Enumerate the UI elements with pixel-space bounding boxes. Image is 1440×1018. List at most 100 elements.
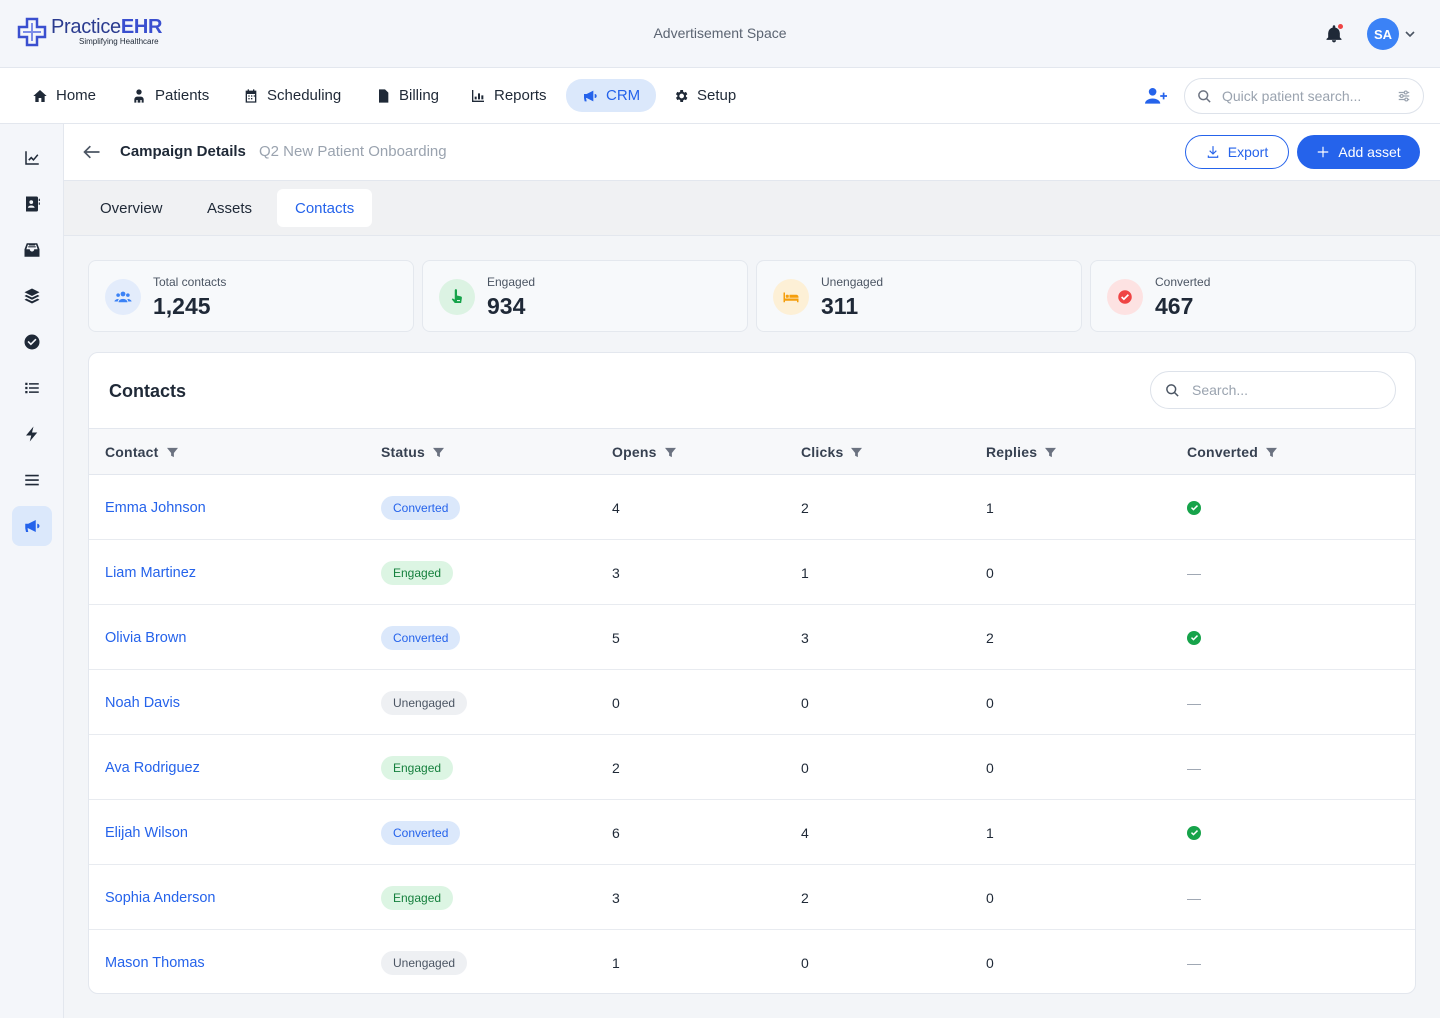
column-header-opens[interactable]: Opens — [612, 444, 676, 460]
replies-value: 2 — [986, 629, 994, 646]
bed-icon — [783, 292, 799, 303]
sidebar-item-tasks[interactable] — [12, 322, 52, 362]
table-row[interactable]: Emma Johnson Converted 4 2 1 — [89, 475, 1415, 540]
contact-name-link[interactable]: Sophia Anderson — [105, 889, 216, 906]
column-header-status[interactable]: Status — [381, 444, 444, 460]
converted-cell: — — [1187, 670, 1201, 735]
sidebar-item-inbox[interactable] — [12, 230, 52, 270]
nav-patients[interactable]: Patients — [115, 79, 225, 112]
converted-cell: — — [1187, 865, 1201, 930]
status-cell: Converted — [381, 475, 461, 540]
table-row[interactable]: Mason Thomas Unengaged 1 0 0 — — [89, 930, 1415, 993]
bolt-icon — [26, 426, 38, 442]
table-row[interactable]: Noah Davis Unengaged 0 0 0 — — [89, 670, 1415, 735]
converted-cell — [1187, 605, 1201, 670]
export-button[interactable]: Export — [1185, 135, 1289, 169]
table-row[interactable]: Elijah Wilson Converted 6 4 1 — [89, 800, 1415, 865]
nav-crm[interactable]: CRM — [566, 79, 657, 112]
nav-home[interactable]: Home — [16, 79, 112, 112]
pointer-hand-icon — [451, 289, 462, 303]
quick-patient-search[interactable]: Quick patient search... — [1184, 78, 1424, 114]
not-converted-dash: — — [1187, 564, 1201, 581]
sidebar-item-menu[interactable] — [12, 460, 52, 500]
converted-check-icon — [1187, 630, 1201, 645]
stat-card-unengaged: Unengaged 311 — [756, 260, 1082, 332]
calendar-icon — [245, 88, 257, 103]
add-asset-label: Add asset — [1338, 144, 1401, 160]
contact-name-link[interactable]: Ava Rodriguez — [105, 759, 200, 776]
status-cell: Unengaged — [381, 670, 468, 735]
filter-icon[interactable] — [1266, 447, 1278, 458]
stat-card-engaged: Engaged 934 — [422, 260, 748, 332]
filter-icon[interactable] — [664, 447, 676, 458]
gear-icon — [675, 89, 688, 102]
check-circle-icon — [24, 334, 40, 350]
sidebar-item-lists[interactable] — [12, 368, 52, 408]
filter-icon[interactable] — [1045, 447, 1057, 458]
replies-value: 1 — [986, 499, 994, 516]
stat-icon-badge — [1107, 279, 1143, 315]
column-label: Status — [381, 444, 425, 460]
megaphone-icon — [25, 520, 40, 532]
stat-label: Unengaged — [821, 275, 884, 289]
users-icon — [114, 291, 132, 303]
converted-cell: — — [1187, 735, 1201, 800]
not-converted-dash: — — [1187, 759, 1201, 776]
opens-value: 5 — [612, 629, 620, 646]
column-header-clicks[interactable]: Clicks — [801, 444, 863, 460]
avatar[interactable]: SA — [1367, 18, 1399, 50]
status-badge: Unengaged — [381, 950, 468, 975]
chevron-down-icon[interactable] — [1404, 28, 1416, 40]
bell-icon[interactable] — [1324, 24, 1344, 44]
contacts-search-input[interactable]: Search... — [1150, 371, 1396, 409]
opens-value: 1 — [612, 954, 620, 971]
practice-ehr-logo[interactable]: PracticeEHR Simplifying Healthcare — [17, 17, 162, 47]
table-row[interactable]: Ava Rodriguez Engaged 2 0 0 — — [89, 735, 1415, 800]
add-asset-button[interactable]: Add asset — [1297, 135, 1420, 169]
nav-setup[interactable]: Setup — [657, 79, 752, 112]
table-row[interactable]: Olivia Brown Converted 5 3 2 — [89, 605, 1415, 670]
stat-label: Converted — [1155, 275, 1211, 289]
contact-name-link[interactable]: Emma Johnson — [105, 499, 206, 516]
table-row[interactable]: Liam Martinez Engaged 3 1 0 — — [89, 540, 1415, 605]
filter-sliders-icon[interactable] — [1397, 89, 1411, 103]
home-icon — [33, 89, 47, 102]
filter-icon[interactable] — [851, 447, 863, 458]
status-cell: Converted — [381, 605, 461, 670]
search-placeholder: Quick patient search... — [1222, 88, 1362, 104]
back-arrow-icon[interactable] — [82, 143, 102, 161]
sidebar-item-layers[interactable] — [12, 276, 52, 316]
stat-card-converted: Converted 467 — [1090, 260, 1416, 332]
campaign-name: Q2 New Patient Onboarding — [259, 143, 447, 160]
opens-value: 0 — [612, 694, 620, 711]
contact-name-link[interactable]: Olivia Brown — [105, 629, 187, 646]
table-row[interactable]: Sophia Anderson Engaged 3 2 0 — — [89, 865, 1415, 930]
clicks-value: 2 — [801, 889, 809, 906]
tab-assets[interactable]: Assets — [207, 199, 253, 217]
tab-overview[interactable]: Overview — [100, 199, 163, 217]
column-header-replies[interactable]: Replies — [986, 444, 1057, 460]
sidebar-item-campaigns[interactable] — [12, 506, 52, 546]
search-placeholder: Search... — [1192, 382, 1249, 398]
sidebar-item-automations[interactable] — [12, 414, 52, 454]
contact-name-link[interactable]: Mason Thomas — [105, 954, 205, 971]
column-header-converted[interactable]: Converted — [1187, 444, 1278, 460]
sidebar-item-contacts[interactable] — [12, 184, 52, 224]
sidebar-item-analytics[interactable] — [12, 138, 52, 178]
contact-name-link[interactable]: Elijah Wilson — [105, 824, 188, 841]
converted-cell — [1187, 475, 1201, 540]
nav-billing[interactable]: Billing — [359, 79, 455, 112]
nav-reports[interactable]: Reports — [454, 79, 563, 112]
tab-contacts[interactable]: Contacts — [277, 189, 373, 227]
nav-scheduling[interactable]: Scheduling — [227, 79, 357, 112]
column-label: Clicks — [801, 444, 844, 460]
logo-name: PracticeEHR — [51, 16, 163, 38]
contact-name-link[interactable]: Liam Martinez — [105, 564, 197, 581]
add-user-icon[interactable] — [1145, 87, 1167, 105]
column-header-contact[interactable]: Contact — [105, 444, 178, 460]
logo-tagline: Simplifying Healthcare — [79, 37, 159, 46]
filter-icon[interactable] — [166, 447, 178, 458]
filter-icon[interactable] — [433, 447, 444, 458]
stat-label: Engaged — [487, 275, 536, 289]
contact-name-link[interactable]: Noah Davis — [105, 694, 180, 711]
